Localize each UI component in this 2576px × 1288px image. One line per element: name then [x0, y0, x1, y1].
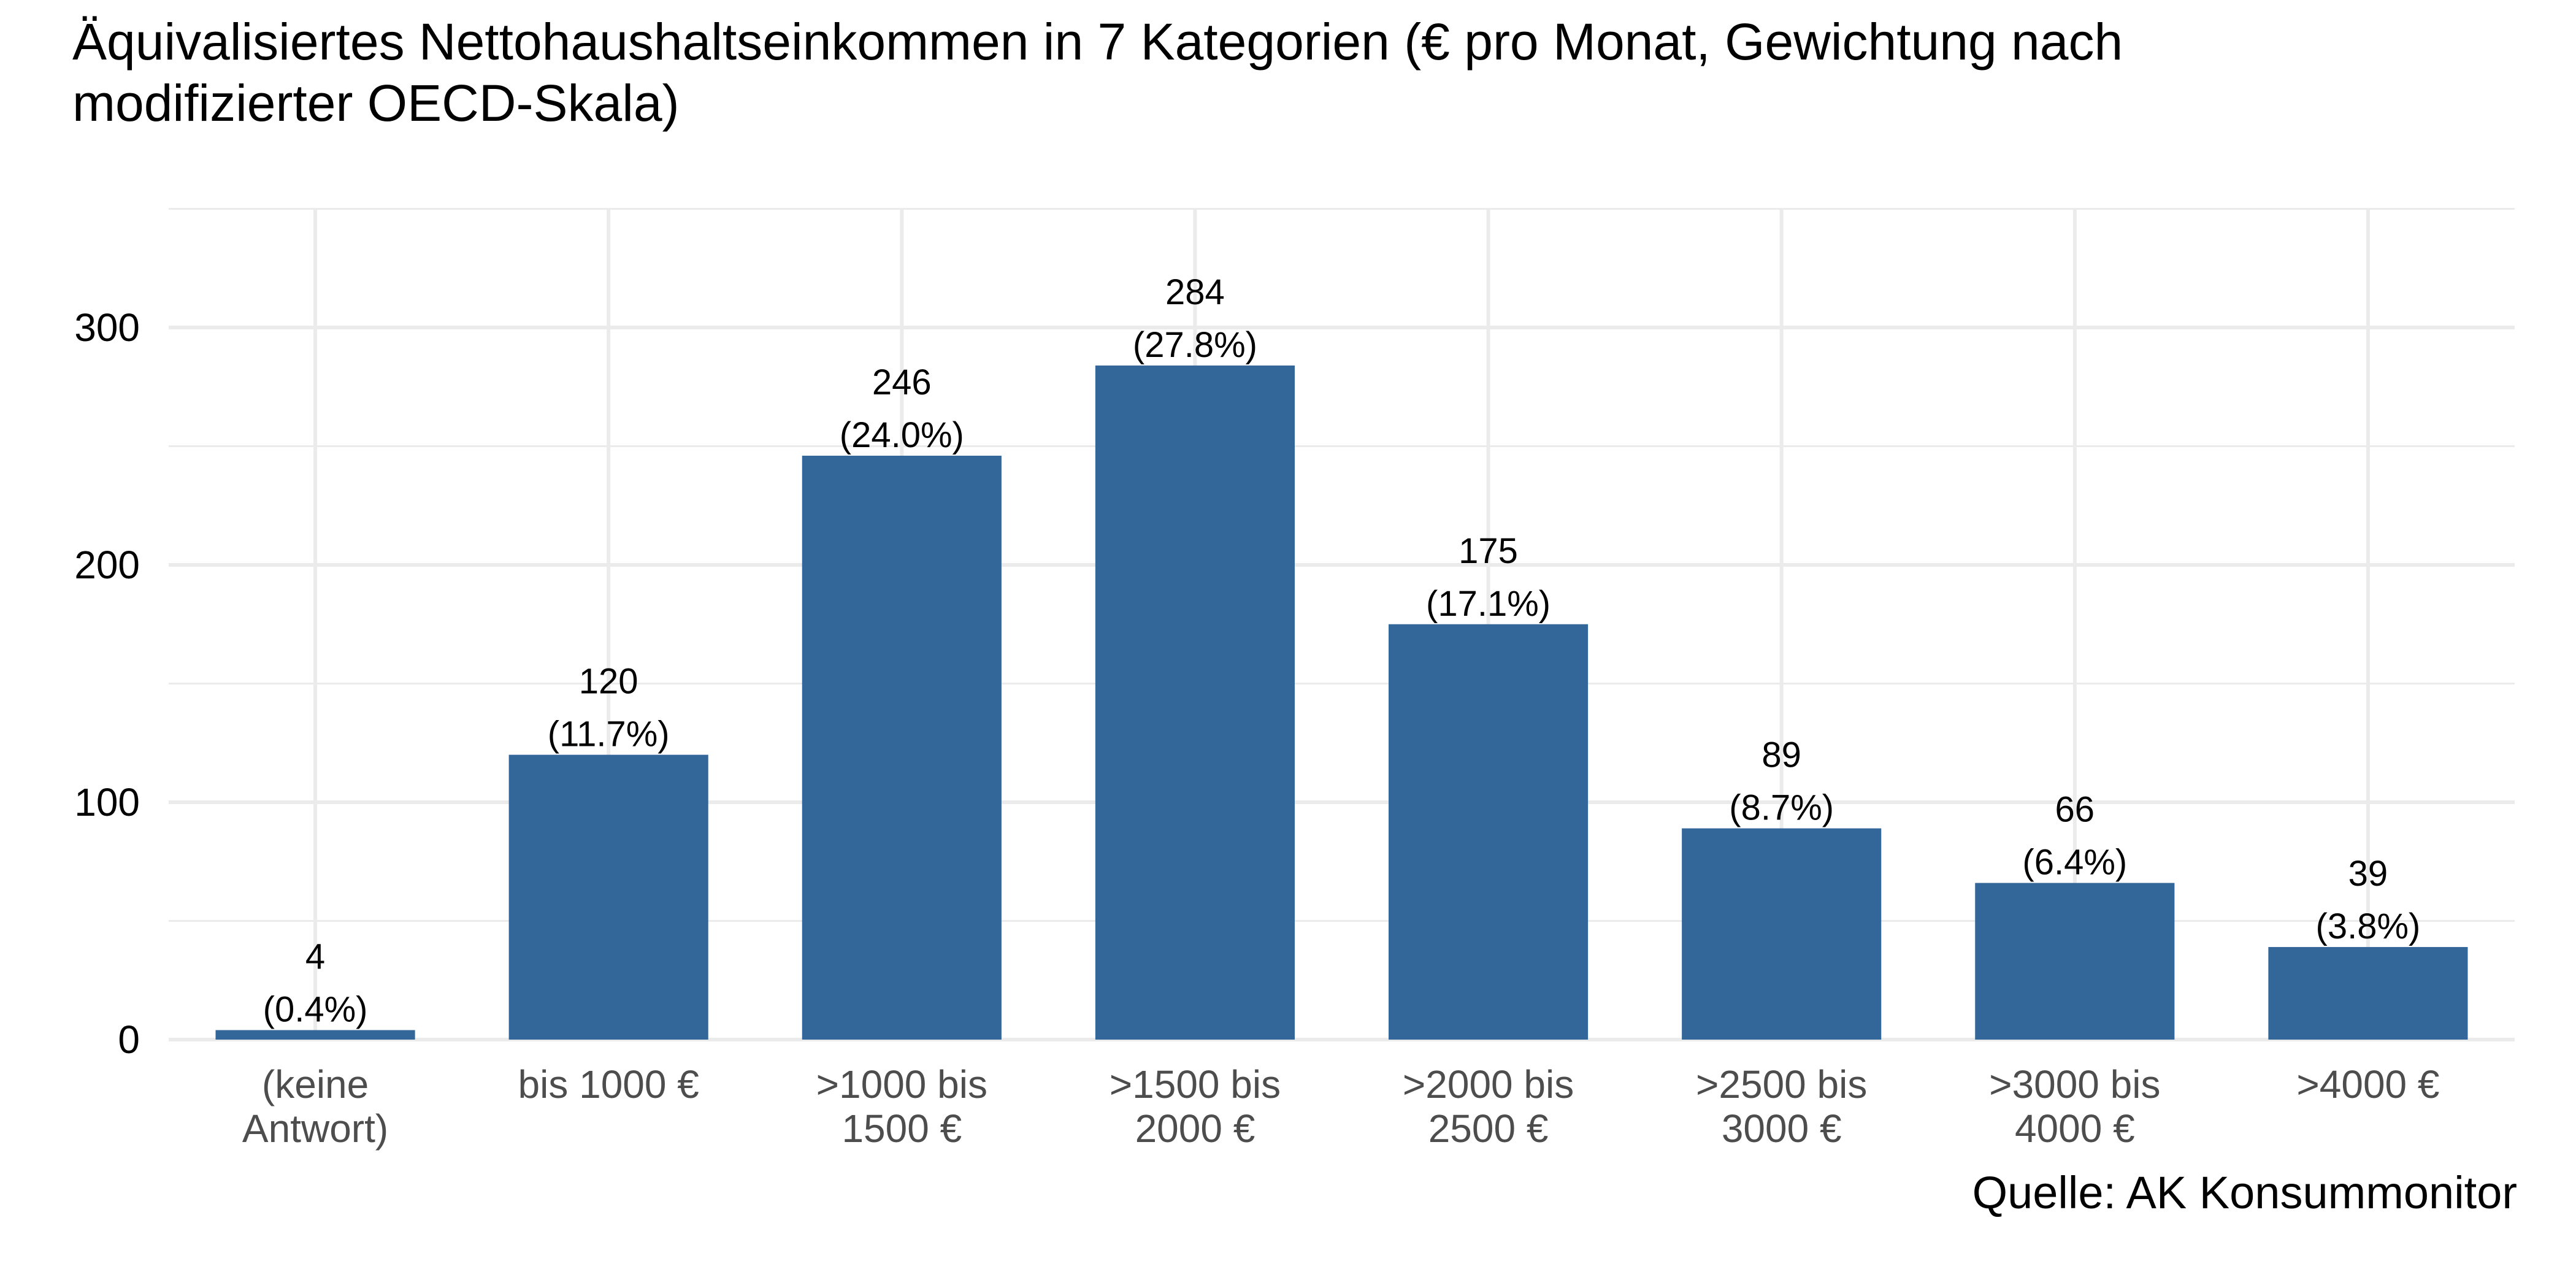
x-tick-label-line: 1500 €	[841, 1106, 962, 1151]
x-tick-label: bis 1000 €	[518, 1062, 699, 1106]
data-label-value: 89	[1761, 735, 1801, 775]
bar	[215, 1030, 415, 1040]
x-tick-label-line: 2500 €	[1428, 1106, 1549, 1151]
x-tick-label-line: (keine	[262, 1062, 369, 1106]
y-tick-label: 0	[118, 1018, 140, 1062]
x-tick-label: >2500 bis 3000 €	[1696, 1062, 1867, 1151]
x-tick-label-line: >2500 bis	[1696, 1062, 1867, 1106]
bar-layer	[215, 365, 2468, 1040]
x-tick-label-line: >1000 bis	[816, 1062, 987, 1106]
data-label-value: 175	[1459, 531, 1518, 571]
bar	[802, 455, 1002, 1040]
y-tick-label: 200	[74, 543, 140, 587]
x-tick-label: >4000 €	[2296, 1062, 2439, 1106]
x-tick-label-line: >4000 €	[2296, 1062, 2439, 1106]
x-tick-label: >2000 bis 2500 €	[1403, 1062, 1574, 1151]
x-tick-label-line: 4000 €	[2015, 1106, 2135, 1151]
label-layer: 4 (0.4%) 120 (11.7%) 246 (24.0%) 284 (27.8%) 175…	[263, 272, 2421, 1030]
chart-title: Äquivalisiertes Nettohaushaltseinkommen …	[72, 11, 2464, 134]
x-tick-label: >1500 bis 2000 €	[1110, 1062, 1281, 1151]
data-label-percent: (11.7%)	[548, 715, 670, 754]
x-tick-label-line: Antwort)	[242, 1106, 388, 1151]
data-label-value: 39	[2348, 854, 2388, 894]
data-label-percent: (0.4%)	[263, 990, 368, 1030]
x-tick-label-line: >1500 bis	[1110, 1062, 1281, 1106]
x-tick-label: >3000 bis 4000 €	[1989, 1062, 2160, 1151]
bar	[1389, 624, 1589, 1040]
bar	[2268, 947, 2468, 1040]
x-tick-label-line: 3000 €	[1722, 1106, 1842, 1151]
bar	[1975, 883, 2175, 1040]
data-label-value: 4	[305, 937, 325, 977]
axis-layer: 0 100 200 300 (keine Antwort) bis 1000 € >1000 …	[74, 305, 2439, 1151]
source-note: Quelle: AK Konsummonitor	[1972, 1167, 2517, 1218]
x-tick-label-line: >3000 bis	[1989, 1062, 2160, 1106]
chart-title-line-1: Äquivalisiertes Nettohaushaltseinkommen …	[72, 13, 2123, 71]
y-tick-label: 300	[74, 305, 140, 350]
data-label-percent: (6.4%)	[2022, 843, 2127, 883]
x-tick-label-line: 2000 €	[1135, 1106, 1255, 1151]
bar	[1095, 365, 1295, 1040]
data-label-value: 246	[872, 362, 932, 402]
bar	[1682, 828, 1882, 1040]
x-tick-label-line: >2000 bis	[1403, 1062, 1574, 1106]
x-tick-label: (keine Antwort)	[242, 1062, 388, 1151]
data-label-percent: (27.8%)	[1133, 325, 1257, 365]
x-tick-label: >1000 bis 1500 €	[816, 1062, 987, 1151]
data-label-percent: (8.7%)	[1729, 788, 1834, 828]
data-label-percent: (3.8%)	[2316, 907, 2421, 946]
bar	[508, 754, 708, 1040]
y-tick-label: 100	[74, 780, 140, 824]
chart-title-line-2: modifizierter OECD-Skala)	[72, 74, 680, 132]
data-label-value: 284	[1165, 272, 1225, 312]
data-label-percent: (24.0%)	[840, 415, 964, 455]
data-label-value: 66	[2055, 790, 2095, 830]
data-label-percent: (17.1%)	[1426, 584, 1551, 624]
data-label-value: 120	[579, 662, 638, 702]
x-tick-label-line: bis 1000 €	[518, 1062, 699, 1106]
